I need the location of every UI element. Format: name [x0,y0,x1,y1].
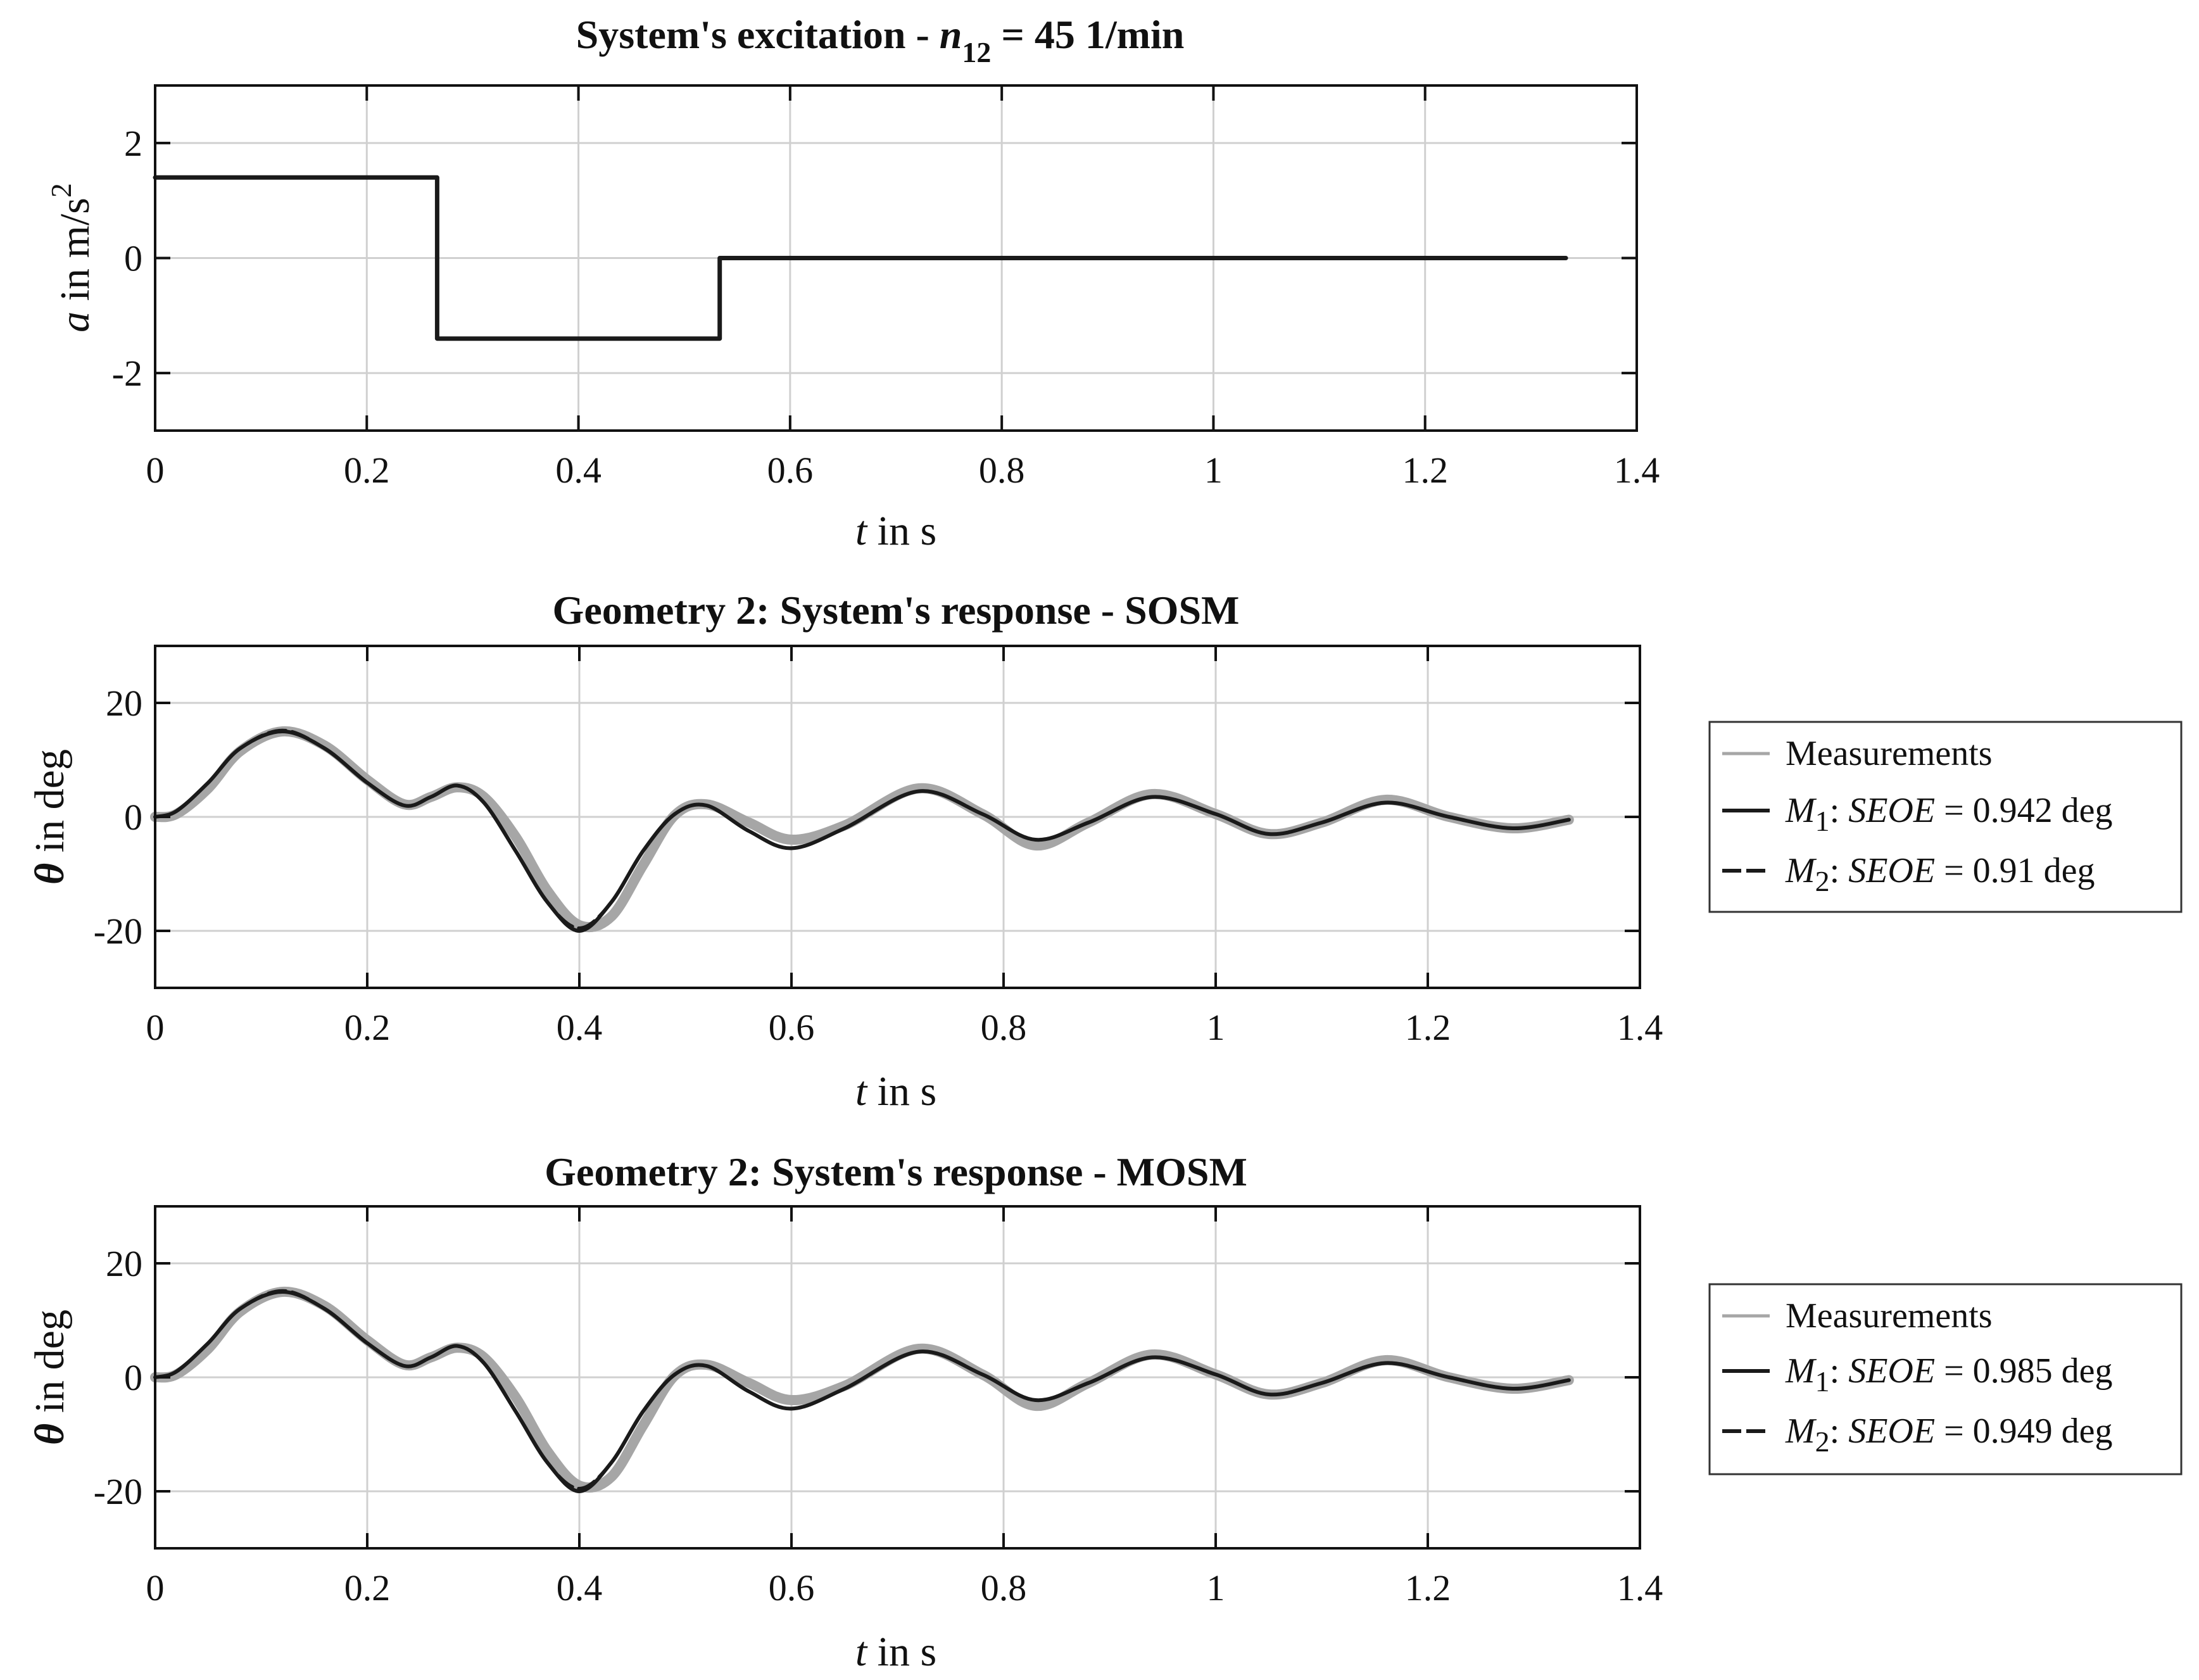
sosm-x-tick-label: 1.4 [1617,1007,1663,1048]
mosm-x-tick-label: 0.6 [769,1567,815,1608]
sosm-legend-box [1708,721,2183,913]
sosm-y-tick-label: 0 [124,797,142,838]
sosm-grid [155,646,1640,988]
sosm-legend: Measurements M1: SEOE = 0.942 deg M2: SE… [1708,721,2183,913]
excitation-x-tick-label: 1.2 [1402,450,1448,491]
mosm-ticks: 0 0.2 0.4 0.6 0.8 1 1.2 1.4 -20 0 20 [94,1206,1663,1608]
mosm-legend: Measurements M1: SEOE = 0.985 deg M2: SE… [1708,1283,2183,1475]
sosm-legend-m2-label: M2: SEOE = 0.91 deg [1785,851,2095,897]
mosm-x-tick-label: 0.8 [981,1567,1027,1608]
excitation-y-tick-label: 0 [124,238,142,279]
sosm-x-tick-label: 0.2 [344,1007,391,1048]
sosm-legend-measurements-label: Measurements [1786,734,1993,773]
excitation-panel: System's excitation - n12 = 45 1/min 0 0.… [45,12,1660,554]
mosm-series-m2-seoe-0-949-deg [153,1289,1571,1490]
excitation-x-tick-label: 1.4 [1614,450,1660,491]
mosm-y-axis-label: θ in deg [27,1310,73,1445]
mosm-x-tick-label: 1 [1207,1567,1225,1608]
excitation-x-tick-label: 1 [1204,450,1223,491]
mosm-x-tick-label: 1.4 [1617,1567,1663,1608]
excitation-title: System's excitation - n12 = 45 1/min [576,12,1185,68]
excitation-x-tick-label: 0.6 [767,450,814,491]
sosm-y-tick-label: 20 [106,683,142,724]
mosm-legend-m1-label: M1: SEOE = 0.985 deg [1785,1351,2113,1398]
excitation-y-tick-label: -2 [112,353,142,394]
mosm-x-axis-label: t in s [855,1629,936,1675]
mosm-panel: Geometry 2: System's response - MOSM 0 0.… [27,1149,2183,1675]
mosm-y-tick-label: 20 [106,1243,142,1284]
mosm-y-tick-label: 0 [124,1357,142,1398]
excitation-x-axis-label: t in s [855,508,936,554]
sosm-x-tick-label: 0.8 [981,1007,1027,1048]
sosm-legend-m1-label: M1: SEOE = 0.942 deg [1785,791,2113,837]
excitation-series [153,175,1568,341]
mosm-legend-m2-label: M2: SEOE = 0.949 deg [1785,1412,2113,1458]
excitation-x-tick-label: 0.2 [344,450,390,491]
sosm-x-tick-label: 1 [1207,1007,1225,1048]
mosm-y-tick-label: -20 [94,1471,142,1512]
sosm-series-m2-seoe-0-91-deg [153,728,1571,930]
excitation-x-tick-label: 0.4 [555,450,602,491]
mosm-x-tick-label: 0.2 [344,1567,391,1608]
sosm-ticks: 0 0.2 0.4 0.6 0.8 1 1.2 1.4 -20 0 20 [94,646,1663,1048]
sosm-y-tick-label: -20 [94,911,142,952]
mosm-series [150,1286,1574,1493]
mosm-x-tick-label: 0.4 [557,1567,603,1608]
sosm-x-axis-label: t in s [855,1068,936,1115]
sosm-x-tick-label: 0.4 [557,1007,603,1048]
mosm-x-tick-label: 0 [146,1567,165,1608]
sosm-x-tick-label: 0.6 [769,1007,815,1048]
excitation-x-tick-label: 0.8 [979,450,1025,491]
mosm-legend-box [1708,1283,2183,1475]
sosm-x-tick-label: 0 [146,1007,165,1048]
excitation-ticks: 0 0.2 0.4 0.6 0.8 1 1.2 1.4 -2 0 2 [112,85,1660,491]
excitation-y-axis-label: a in m/s2 [45,183,98,332]
mosm-x-tick-label: 1.2 [1405,1567,1451,1608]
mosm-legend-measurements-label: Measurements [1786,1296,1993,1336]
sosm-title: Geometry 2: System's response - SOSM [553,588,1240,633]
sosm-panel: Geometry 2: System's response - SOSM 0 0.… [27,588,2183,1115]
sosm-x-tick-label: 1.2 [1405,1007,1451,1048]
mosm-title: Geometry 2: System's response - MOSM [545,1149,1247,1194]
excitation-y-tick-label: 2 [124,123,142,164]
excitation-series-excitation [153,175,1568,341]
excitation-x-tick-label: 0 [146,450,165,491]
sosm-y-axis-label: θ in deg [27,749,73,885]
sosm-series [150,726,1574,933]
